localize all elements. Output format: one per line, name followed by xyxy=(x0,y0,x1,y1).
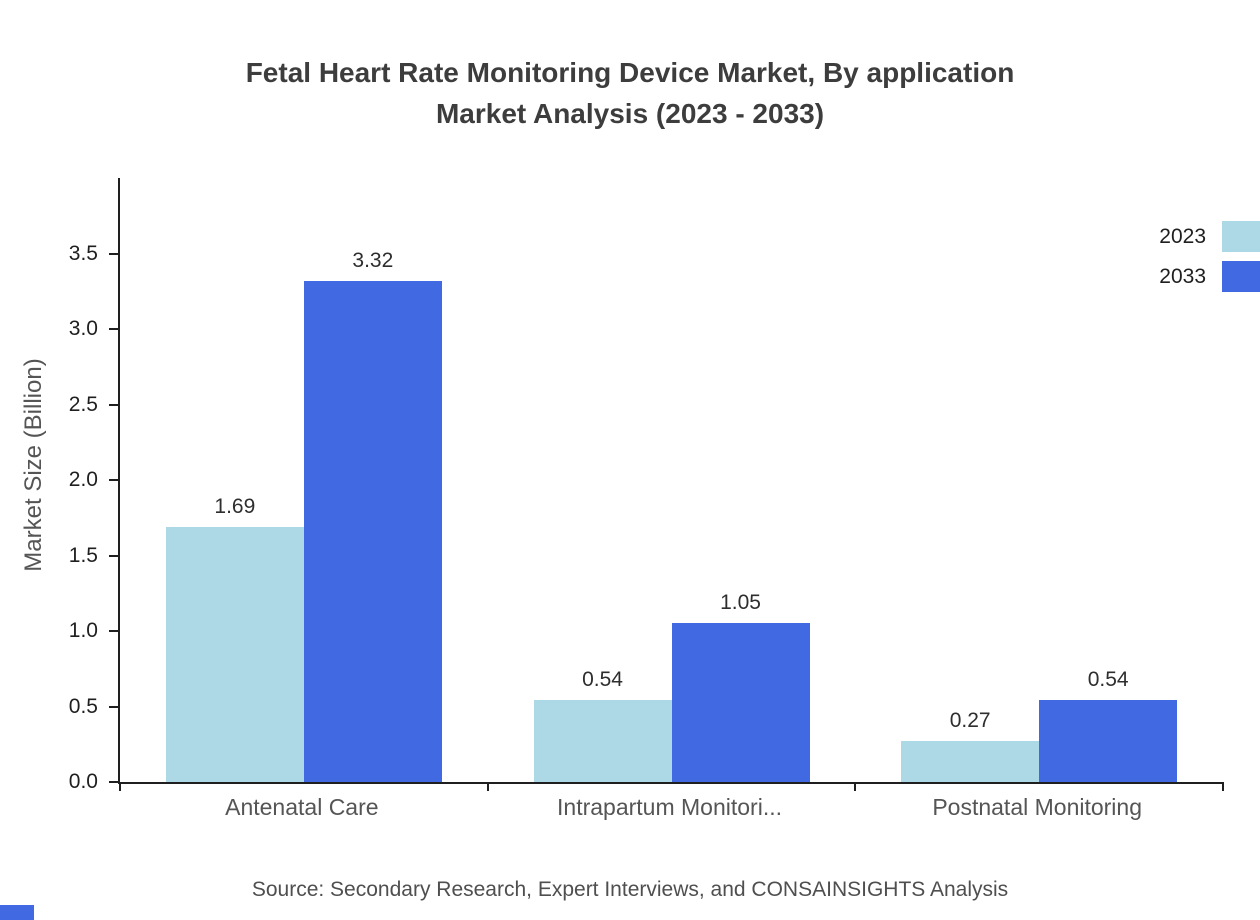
x-tick-mark xyxy=(486,782,489,791)
bar-group: 1.69 3.32 xyxy=(120,249,488,782)
bar-groups: 1.69 3.32 0.54 1.05 0.27 0.54 xyxy=(120,178,1223,782)
legend-label: 2023 xyxy=(1159,224,1206,248)
y-tick-label: 0.5 xyxy=(68,694,98,718)
bar-2033 xyxy=(1039,700,1178,782)
x-category-label: Intrapartum Monitori... xyxy=(557,794,782,820)
y-tick-mark xyxy=(109,554,118,557)
bar-2023 xyxy=(901,741,1040,782)
x-category-label: Postnatal Monitoring xyxy=(932,794,1143,820)
x-tick-mark xyxy=(119,782,121,791)
chart-title-line1: Fetal Heart Rate Monitoring Device Marke… xyxy=(245,57,1015,88)
x-tick-mark xyxy=(854,782,857,791)
y-tick-label: 1.0 xyxy=(68,619,98,642)
bar-wrap: 0.54 xyxy=(533,668,672,782)
y-tick-mark xyxy=(109,781,118,783)
y-tick-mark xyxy=(109,479,118,481)
y-tick-label: 2.0 xyxy=(68,468,98,491)
bar-value-label: 1.69 xyxy=(214,494,256,518)
bar-2033 xyxy=(303,280,442,782)
bar-wrap: 1.05 xyxy=(671,591,810,782)
bar-wrap: 3.32 xyxy=(303,249,442,782)
bar-value-label: 1.05 xyxy=(720,591,761,615)
bar-group: 0.27 0.54 xyxy=(855,668,1223,782)
bar-value-label: 0.54 xyxy=(1087,668,1129,692)
y-tick-mark xyxy=(109,705,118,708)
plot-area: 1.69 3.32 0.54 1.05 0.27 0.54 xyxy=(118,178,1224,791)
bar-wrap: 0.54 xyxy=(1039,668,1178,782)
bar-value-label: 0.54 xyxy=(582,668,623,692)
bar-2023 xyxy=(533,700,672,782)
source-note: Source: Secondary Research, Expert Inter… xyxy=(251,878,1009,901)
legend-row: 2023 xyxy=(1159,221,1260,252)
y-tick-mark xyxy=(109,630,118,632)
chart-title: Fetal Heart Rate Monitoring Device Marke… xyxy=(0,52,1260,134)
y-tick-label: 0.0 xyxy=(68,770,98,793)
chart-title-line2: Market Analysis (2023 - 2033) xyxy=(435,98,825,129)
y-tick-label: 2.5 xyxy=(68,392,98,416)
legend-swatch xyxy=(1222,221,1260,252)
y-tick-mark xyxy=(109,403,118,406)
x-category-label: Antenatal Care xyxy=(225,794,379,820)
y-tick-label: 3.0 xyxy=(68,317,98,340)
bar-wrap: 1.69 xyxy=(165,495,304,782)
legend-label: 2033 xyxy=(1159,264,1206,288)
y-tick-label: 1.5 xyxy=(68,543,98,567)
bar-wrap: 0.27 xyxy=(901,709,1040,782)
bar-2033 xyxy=(671,623,810,782)
legend-row: 2033 xyxy=(1159,261,1260,292)
x-axis-labels: Antenatal Care Intrapartum Monitori... Pos… xyxy=(118,794,1221,821)
y-tick-mark xyxy=(109,328,118,330)
y-tick-mark xyxy=(109,252,118,255)
bar-value-label: 0.27 xyxy=(949,709,991,733)
legend-swatch xyxy=(1222,261,1260,292)
bar-value-label: 3.32 xyxy=(352,248,394,272)
bar-2023 xyxy=(165,526,304,782)
brand-mark xyxy=(0,905,34,920)
y-tick-label: 3.5 xyxy=(68,241,98,265)
bar-group: 0.54 1.05 xyxy=(488,591,856,782)
x-tick-mark xyxy=(1222,782,1224,791)
legend: 2023 2033 xyxy=(1159,221,1260,292)
y-axis-ticks: 0.0 0.5 1.0 1.5 2.0 2.5 3.0 3.5 xyxy=(0,178,118,793)
